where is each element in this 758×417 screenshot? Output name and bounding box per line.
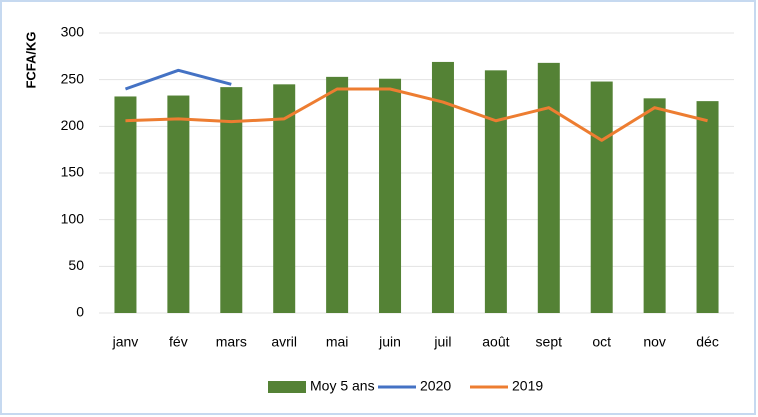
x-tick-label: fév [169,334,188,350]
x-tick-label: juin [378,334,401,350]
y-axis-label: FCFA/KG [23,31,38,88]
line-series [125,87,708,142]
x-tick-label: sept [536,334,563,350]
bar [431,61,454,313]
y-tick-label: 50 [68,257,84,273]
x-tick-label: oct [592,334,611,350]
legend-label: Moy 5 ans [310,378,375,394]
line-series [124,68,232,91]
x-tick-label: mars [216,334,247,350]
bar [114,96,137,313]
bar [379,78,402,313]
bar [537,62,560,313]
x-tick-label: déc [696,334,719,350]
bar [643,98,666,313]
legend-swatch [268,381,306,393]
y-tick-label: 100 [61,210,85,226]
y-tick-label: 150 [61,164,85,180]
bar [273,84,296,313]
x-tick-label: avril [271,334,297,350]
x-tick-label: mai [326,334,349,350]
x-tick-label: juil [433,334,451,350]
bar [590,81,613,314]
bar [484,70,507,313]
y-tick-label: 0 [76,304,84,320]
y-tick-label: 200 [61,117,85,133]
legend-label: 2020 [420,378,451,394]
y-tick-label: 300 [61,24,85,40]
x-tick-label: août [482,334,509,350]
x-tick-label: nov [643,334,666,350]
y-tick-label: 250 [61,70,85,86]
bar [326,76,349,313]
legend-label: 2019 [512,378,543,394]
bar [696,101,719,313]
bar [167,95,190,314]
bar [220,87,243,313]
x-tick-label: janv [112,334,139,350]
